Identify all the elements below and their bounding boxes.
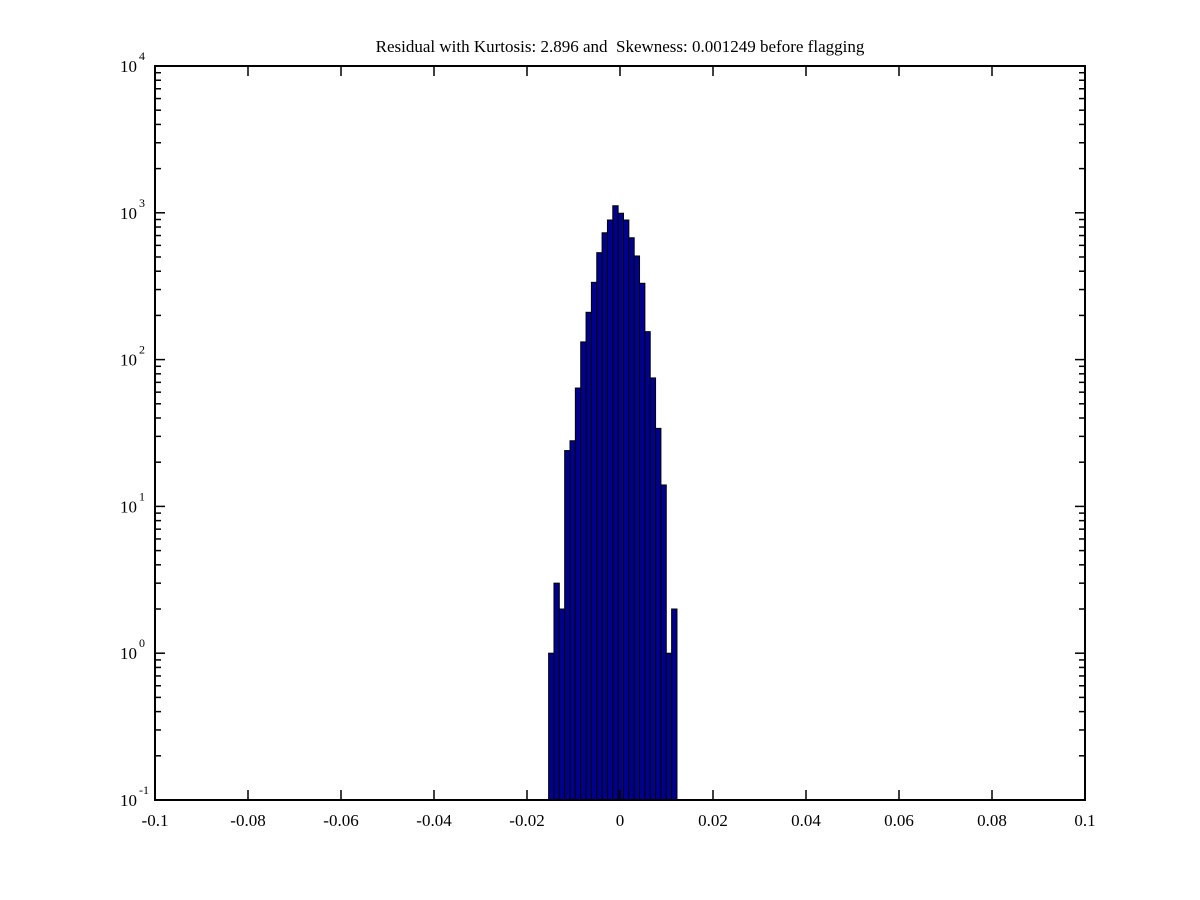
chart-title: Residual with Kurtosis: 2.896 and Skewne… — [375, 37, 865, 56]
histogram-bar — [665, 652, 673, 801]
y-tick-label-base: 10 — [120, 351, 137, 370]
y-tick-label-exponent: -1 — [139, 783, 149, 797]
x-tick-label: -0.06 — [323, 811, 358, 830]
histogram-bar — [548, 652, 555, 801]
histogram-bar — [612, 205, 619, 801]
x-tick-label: -0.08 — [230, 811, 265, 830]
histogram-bar — [649, 377, 657, 801]
y-tick-label-base: 10 — [120, 57, 137, 76]
histogram-bar — [553, 582, 560, 801]
x-tick-label: 0.02 — [698, 811, 728, 830]
histogram-bar — [564, 450, 571, 801]
x-tick-label: 0.1 — [1074, 811, 1095, 830]
x-tick-label: 0.04 — [791, 811, 821, 830]
y-tick-label-exponent: 0 — [139, 636, 145, 650]
histogram-bar — [639, 282, 646, 801]
histogram-bar — [585, 311, 592, 801]
y-tick-label-base: 10 — [120, 497, 137, 516]
x-tick-label: -0.1 — [142, 811, 169, 830]
x-tick-label: 0.08 — [977, 811, 1007, 830]
histogram-bar — [590, 281, 598, 801]
histogram-bar — [655, 427, 662, 801]
y-tick-label-base: 10 — [120, 204, 137, 223]
x-tick-label: 0 — [616, 811, 625, 830]
histogram-bar — [606, 219, 614, 801]
x-tick-label: 0.06 — [884, 811, 914, 830]
y-tick-label-base: 10 — [120, 791, 137, 810]
y-tick-label-base: 10 — [120, 644, 137, 663]
histogram-bar — [622, 219, 630, 801]
y-tick-label-exponent: 1 — [139, 489, 145, 503]
x-tick-label: -0.02 — [509, 811, 544, 830]
histogram-bar — [574, 387, 582, 801]
histogram-bar — [569, 440, 576, 801]
histogram-bar — [601, 232, 608, 801]
histogram-bar — [628, 237, 635, 801]
histogram-bar — [617, 212, 624, 801]
histogram-bar — [596, 252, 603, 801]
y-tick-label-exponent: 4 — [139, 49, 145, 63]
y-tick-label-exponent: 3 — [139, 196, 145, 210]
histogram-bar — [633, 255, 641, 801]
histogram-bar — [558, 608, 566, 801]
histogram-bar — [644, 331, 651, 801]
histogram-bar — [671, 608, 678, 801]
histogram-bar — [660, 484, 667, 801]
histogram-bar — [580, 341, 587, 801]
y-tick-label-exponent: 2 — [139, 343, 145, 357]
x-tick-label: -0.04 — [416, 811, 452, 830]
